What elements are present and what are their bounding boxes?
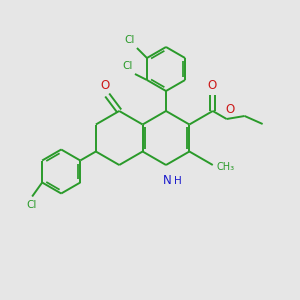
Text: N: N [163,174,171,187]
Text: CH₃: CH₃ [217,162,235,172]
Text: O: O [207,79,216,92]
Text: O: O [100,79,110,92]
Text: H: H [174,176,182,186]
Text: Cl: Cl [123,61,133,71]
Text: Cl: Cl [124,35,135,45]
Text: O: O [225,103,234,116]
Text: Cl: Cl [26,200,36,209]
